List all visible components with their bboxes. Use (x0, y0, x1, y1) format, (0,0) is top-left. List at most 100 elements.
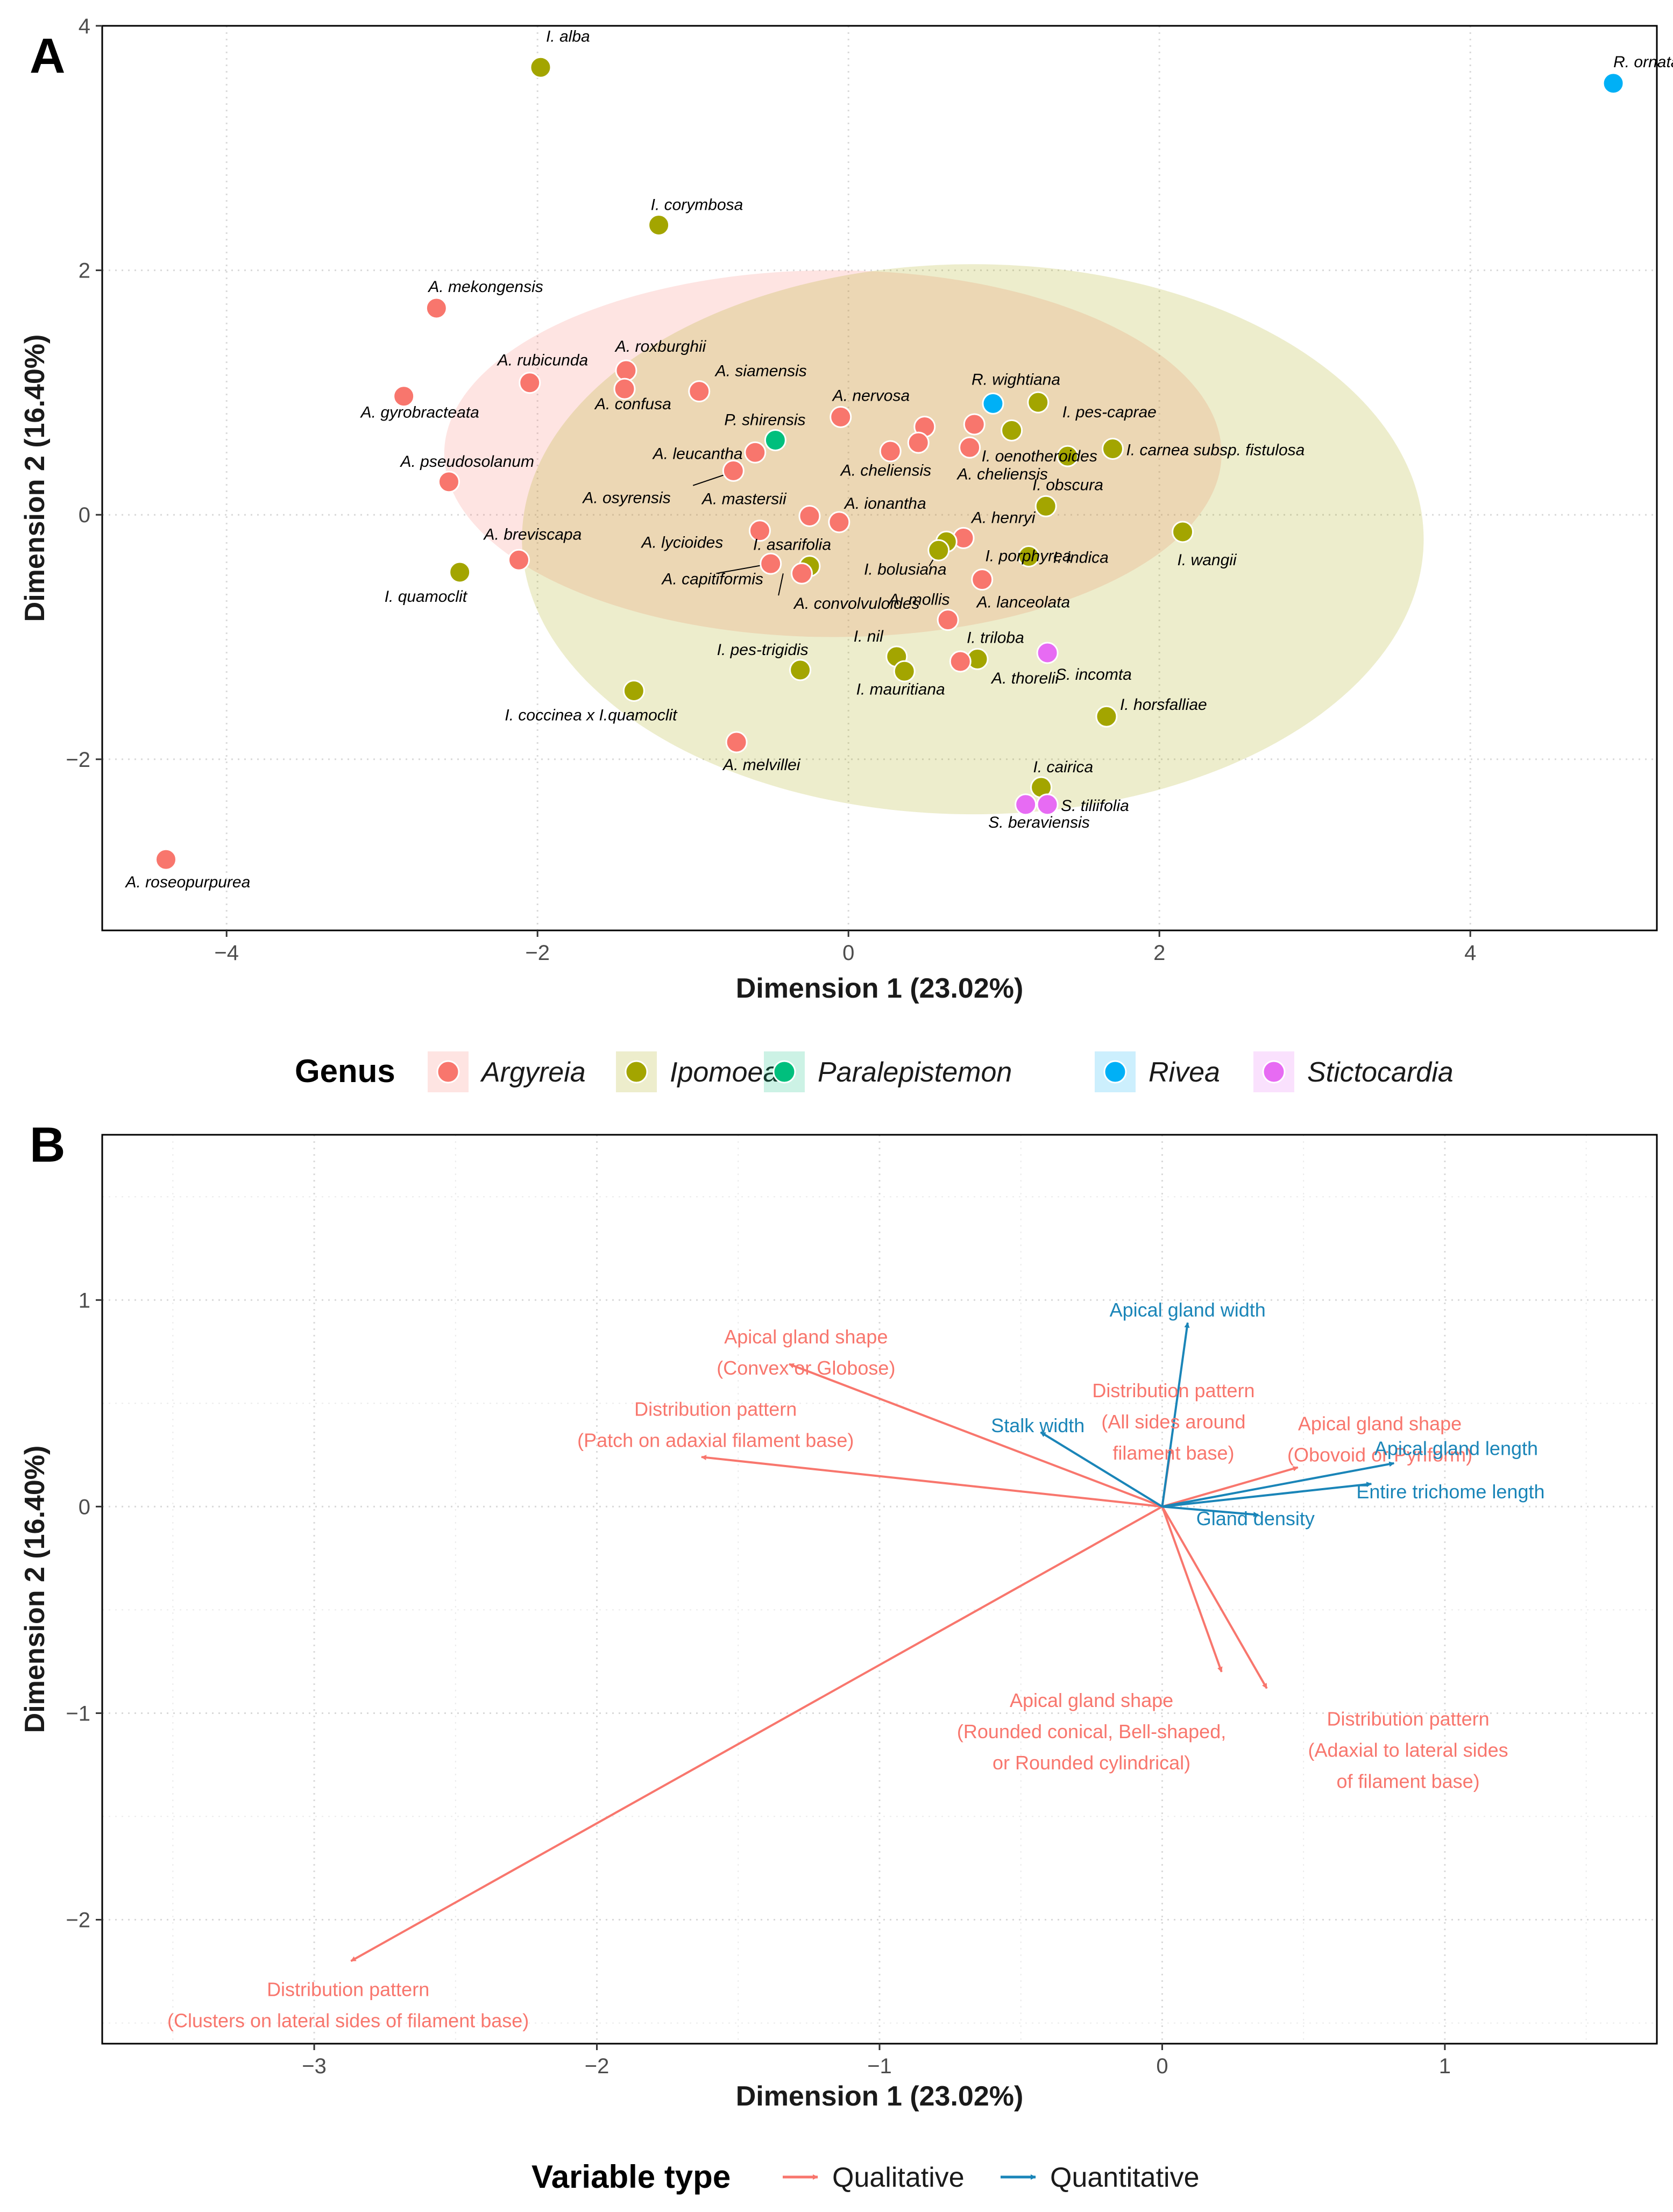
point-i-carnea-subsp-fistulosa (1102, 437, 1124, 460)
legend-label: Ipomoea (670, 1057, 778, 1088)
species-label: I. pes-caprae (1062, 403, 1157, 421)
panel-a-letter: A (30, 29, 65, 83)
x-tick-label: −2 (525, 941, 550, 965)
point-a-roseopurpurea (154, 848, 177, 871)
panel-b-vector-labels: Apical gland shape (Convex or Globose) Dis… (167, 1299, 1545, 2032)
species-label: I. obscura (1032, 476, 1103, 494)
species-label: I. horsfalliae (1120, 696, 1207, 714)
point-r-wightiana (982, 392, 1004, 415)
panel-b-grid (102, 1135, 1657, 2044)
ellipse-argyreia (444, 270, 1222, 637)
point-i-alba (529, 56, 552, 79)
point-unlabeled-14 (1001, 419, 1023, 442)
point-i-wangii (1172, 521, 1194, 543)
panel-a-frame (101, 25, 1658, 931)
species-label: I. pes-trigidis (717, 641, 809, 659)
vector-arrow-qualitative (1161, 1506, 1223, 1673)
y-tick-label: 0 (79, 503, 90, 527)
species-label: A. rubicunda (497, 352, 588, 369)
species-label: I. nil (854, 628, 884, 645)
vector-label-line: Distribution pattern (267, 1979, 429, 2001)
species-label: I. cairica (1033, 758, 1094, 776)
legend-key-dot (436, 1060, 460, 1084)
legend-item-rivea: Rivea (1095, 1051, 1220, 1092)
species-label: I. porphyrea (986, 547, 1072, 565)
point-unlabeled-44 (893, 660, 916, 682)
panel-b-x-axis-title: Dimension 1 (23.02%) (736, 2081, 1024, 2112)
legend-item-quantitative: Quantitative (1001, 2162, 1200, 2193)
species-label: A. mollis (888, 591, 949, 609)
genus-legend-title: Genus (295, 1053, 395, 1089)
panel-b-letter: B (30, 1118, 65, 1172)
vector-label-line: Distribution pattern (1327, 1708, 1490, 1730)
panel-a: A I. alba R. ornata I. corymbosa A. mekonge… (19, 15, 1673, 1004)
vector-label-line: (Patch on adaxial filament base) (577, 1429, 854, 1451)
vector-arrow-quantitative (1161, 1322, 1190, 1507)
species-label: P. shirensis (724, 411, 805, 429)
species-label: I. quamoclit (385, 588, 468, 606)
point-s-incomta (1036, 642, 1059, 664)
legend-label: Qualitative (832, 2162, 965, 2193)
legend-key-dot (1103, 1060, 1127, 1084)
legend-label: Stictocardia (1307, 1057, 1454, 1088)
legend-key-dot (625, 1060, 648, 1084)
vector-label: Apical gland shape (Obovoid or Pyriform) (1287, 1412, 1472, 1466)
vector-label: Apical gland shape (Convex or Globose) (717, 1326, 895, 1379)
vector-arrow-qualitative (788, 1363, 1163, 1508)
vector-label: Gland density (1196, 1507, 1315, 1530)
point-a-osyrensis (722, 459, 745, 482)
vector-label: Apical gland shape (Rounded conical, Bell… (957, 1689, 1226, 1774)
vector-label-line: (Clusters on lateral sides of filament b… (167, 2010, 529, 2032)
vector-label-line: or Rounded cylindrical) (993, 1752, 1190, 1774)
species-label: A. lanceolata (976, 594, 1070, 611)
vector-arrow-quantitative (1162, 1505, 1259, 1517)
species-label: A. siamensis (714, 362, 807, 380)
vector-label-line: Apical gland length (1374, 1437, 1538, 1459)
species-label: A. roxburghii (614, 338, 707, 355)
point-a-confusa (613, 378, 636, 400)
y-tick-label: −2 (66, 748, 90, 772)
point-a-nervosa (830, 406, 852, 428)
point-a-capitiformis (791, 562, 813, 585)
point-a-leucantha (744, 441, 767, 464)
point-unlabeled-41 (949, 650, 972, 673)
x-tick-label: 2 (1153, 941, 1165, 965)
species-label: I. wangii (1178, 551, 1237, 569)
point-i-corymbosa (648, 214, 670, 236)
point-a-breviscapa (508, 549, 530, 571)
vector-arrow-qualitative (1161, 1506, 1268, 1689)
point-a-pseudosolanum (437, 471, 460, 493)
vector-label: Distribution pattern (Patch on adaxial fi… (577, 1398, 854, 1451)
vector-arrow-qualitative (350, 1505, 1163, 1962)
vector-arrow-qualitative (1161, 1466, 1299, 1508)
species-label: R. wightiana (972, 371, 1060, 388)
species-label: A. cheliensis (956, 465, 1048, 483)
vector-label: Distribution pattern (Clusters on lateral… (167, 1979, 529, 2032)
point-unlabeled-51 (1015, 793, 1037, 816)
vector-label-line: filament base) (1112, 1442, 1234, 1464)
panel-a-ellipses (444, 264, 1424, 815)
vector-label: Distribution pattern (Adaxial to lateral … (1308, 1708, 1508, 1793)
x-tick-label: −3 (302, 2054, 327, 2078)
vector-label-line: Entire trichome length (1356, 1481, 1544, 1503)
species-label: I. asarifolia (753, 536, 831, 554)
species-label: A. gyrobracteata (360, 404, 479, 422)
point-i-indica (1017, 545, 1040, 567)
point-a-ionantha (828, 511, 850, 534)
species-label: A. thorelii (990, 670, 1059, 687)
point-unlabeled-18 (879, 440, 902, 463)
x-tick-label: 1 (1439, 2054, 1451, 2078)
point-a-mekongensis (425, 297, 448, 319)
vector-label-line: Apical gland shape (1010, 1689, 1173, 1711)
panel-a-point-labels: I. alba R. ornata I. corymbosa A. mekongens… (124, 27, 1673, 891)
vector-label: Apical gland width (1110, 1299, 1266, 1321)
vector-label-line: Apical gland shape (1298, 1412, 1462, 1434)
legend-label: Argyreia (480, 1057, 586, 1088)
species-label: I. carnea subsp. fistulosa (1126, 441, 1305, 459)
species-label: S. beraviensis (988, 814, 1089, 831)
legend-item-ipomoea: Ipomoea (616, 1051, 778, 1092)
vector-arrow-quantitative (1162, 1461, 1395, 1508)
species-label: A. mastersii (701, 490, 787, 508)
panel-a-points (154, 56, 1625, 871)
